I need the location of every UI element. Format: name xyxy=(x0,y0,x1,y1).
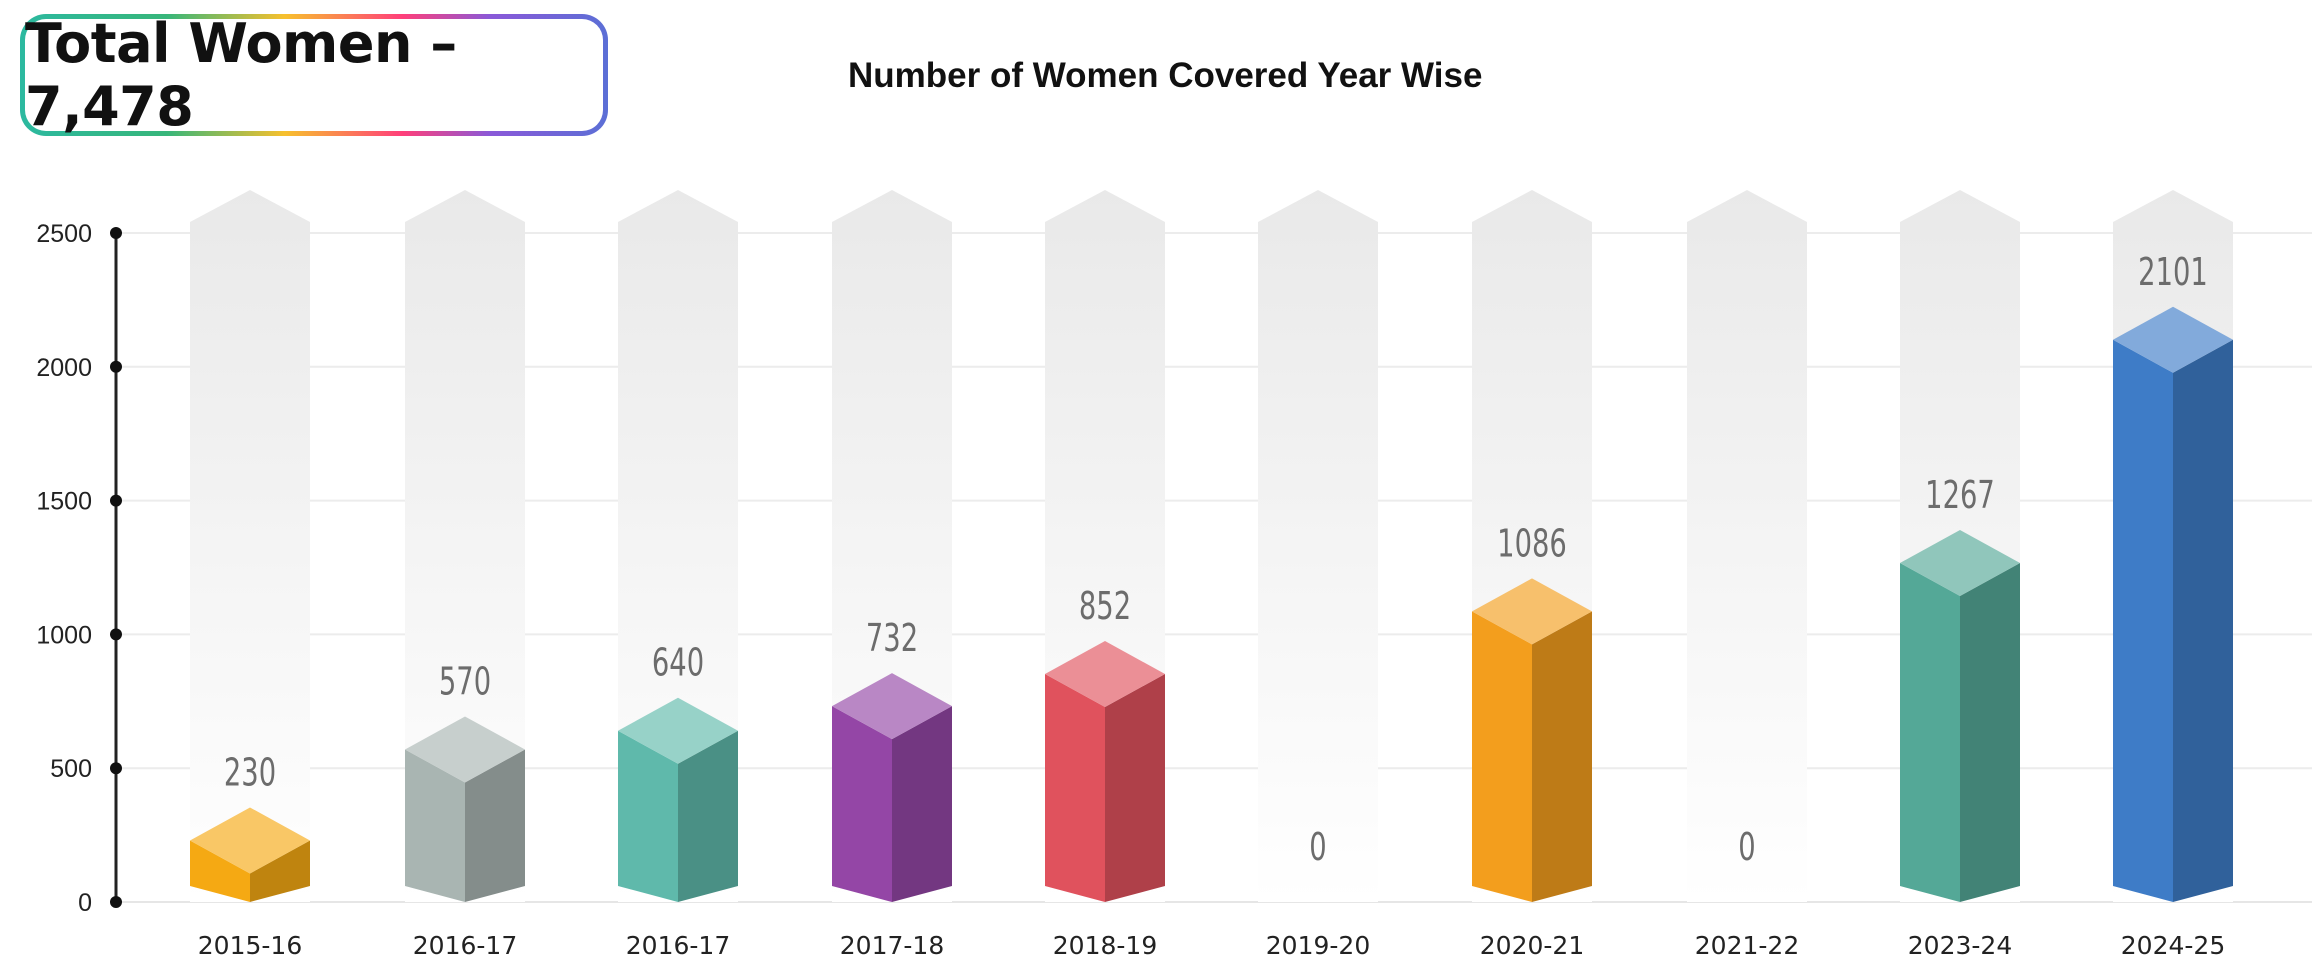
bar-left-face xyxy=(2113,339,2173,902)
bar xyxy=(405,716,525,902)
bar xyxy=(1472,578,1592,902)
bar-value-label: 0 xyxy=(1738,824,1755,869)
bar-top-face xyxy=(618,697,738,764)
background-column xyxy=(190,190,310,902)
bar-left-face xyxy=(1472,611,1532,902)
background-column xyxy=(1687,190,1807,902)
bar-value-label: 640 xyxy=(652,640,704,685)
chart-title: Number of Women Covered Year Wise xyxy=(848,56,1483,95)
bar-left-face xyxy=(190,840,250,902)
y-tick-label: 0 xyxy=(78,889,92,917)
bar-value-label: 2101 xyxy=(2138,249,2208,294)
bar-value-label: 852 xyxy=(1079,583,1131,628)
bar-top-face xyxy=(190,807,310,874)
y-axis: 0 500 1000 1500 2000 2500 xyxy=(36,220,122,917)
x-category-label: 2019-20 xyxy=(1266,931,1370,960)
x-category-label: 2015-16 xyxy=(198,931,302,960)
bar-top-face xyxy=(832,673,952,740)
background-column xyxy=(405,190,525,902)
y-tick-dot xyxy=(110,628,122,641)
total-women-text: Total Women – 7,478 xyxy=(25,12,457,138)
bar-left-face xyxy=(1045,674,1105,902)
y-tick-label: 2500 xyxy=(36,220,92,248)
bar xyxy=(190,807,310,902)
bar-top-face xyxy=(1045,641,1165,708)
bar-right-face xyxy=(892,706,952,902)
bar-value-label: 570 xyxy=(439,659,491,704)
background-column xyxy=(1258,190,1378,902)
y-tick-dot xyxy=(110,494,122,507)
bars xyxy=(190,306,2233,902)
bar-left-face xyxy=(832,706,892,902)
x-category-label: 2023-24 xyxy=(1908,931,2012,960)
bar-value-label: 230 xyxy=(224,750,276,795)
x-category-label: 2020-21 xyxy=(1480,931,1584,960)
x-category-label: 2024-25 xyxy=(2121,931,2225,960)
x-category-label: 2021-22 xyxy=(1695,931,1799,960)
y-tick-label: 1000 xyxy=(36,621,92,649)
bar-value-label: 0 xyxy=(1309,824,1326,869)
bar-right-face xyxy=(1105,674,1165,902)
x-category-label: 2017-18 xyxy=(840,931,944,960)
bar-value-label: 732 xyxy=(866,616,918,661)
bar-left-face xyxy=(1900,562,1960,902)
bar-top-face xyxy=(2113,306,2233,373)
labels: 230 2015-16 570 2016-17 640 2016-17 732 2017-18… xyxy=(198,249,2225,960)
bar-right-face xyxy=(2173,339,2233,902)
y-tick-dot xyxy=(110,227,122,239)
bar xyxy=(618,697,738,902)
bar-value-label: 1086 xyxy=(1497,521,1567,566)
bar-right-face xyxy=(1532,611,1592,902)
y-tick-dot xyxy=(110,896,122,908)
bar-left-face xyxy=(405,749,465,902)
total-women-badge: Total Women – 7,478 xyxy=(20,12,608,138)
bar-top-face xyxy=(1900,529,2020,596)
bar xyxy=(1045,641,1165,902)
bar xyxy=(1900,529,2020,902)
x-category-label: 2016-17 xyxy=(413,931,517,960)
x-category-label: 2018-19 xyxy=(1053,931,1157,960)
bar-top-face xyxy=(405,716,525,783)
bar-value-label: 1267 xyxy=(1925,472,1995,517)
y-tick-label: 500 xyxy=(50,755,92,783)
bar xyxy=(2113,306,2233,902)
y-tick-label: 2000 xyxy=(36,354,92,382)
bar-top-face xyxy=(1472,578,1592,645)
bar-left-face xyxy=(618,730,678,902)
y-tick-label: 1500 xyxy=(36,488,92,516)
bar-right-face xyxy=(1960,562,2020,902)
bar-right-face xyxy=(465,749,525,902)
bar xyxy=(832,673,952,902)
bar-right-face xyxy=(678,730,738,902)
x-category-label: 2016-17 xyxy=(626,931,730,960)
y-tick-dot xyxy=(110,762,122,775)
bar-right-face xyxy=(250,840,310,902)
y-tick-dot xyxy=(110,360,122,373)
